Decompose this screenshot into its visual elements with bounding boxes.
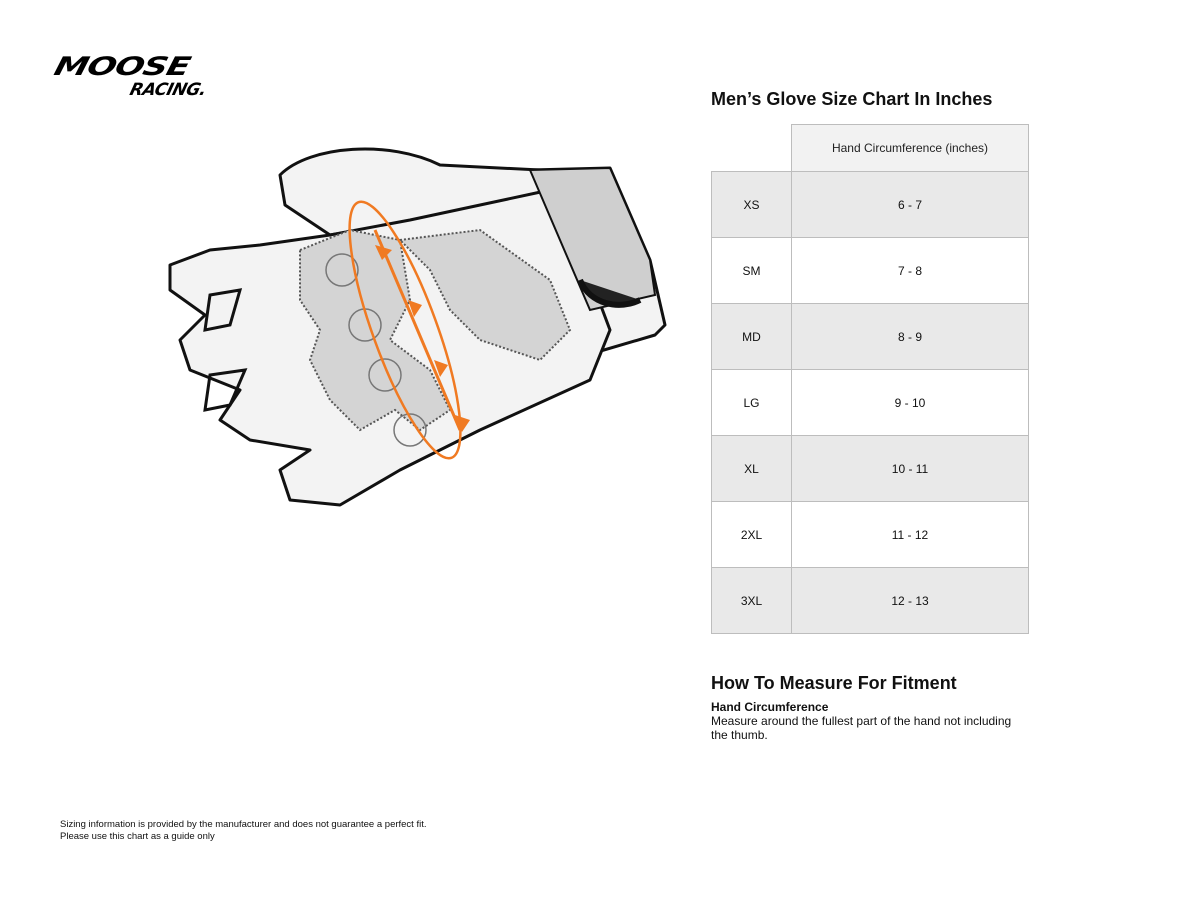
value-cell: 12 - 13 — [791, 567, 1029, 634]
table-row: 3XL 12 - 13 — [711, 567, 1029, 634]
value-cell: 8 - 9 — [791, 303, 1029, 370]
measurement-arrow-icon — [348, 200, 462, 460]
measure-instructions: Hand Circumference Measure around the fu… — [711, 700, 1031, 742]
table-row: XL 10 - 11 — [711, 435, 1029, 502]
palm-grip-pad — [299, 228, 452, 432]
glove-measurement-illustration — [168, 147, 667, 507]
value-cell: 6 - 7 — [791, 171, 1029, 238]
logo-line2: RACING. — [127, 80, 209, 100]
measure-subtitle: Hand Circumference — [711, 700, 829, 714]
size-cell: 2XL — [711, 501, 792, 568]
size-cell: SM — [711, 237, 792, 304]
table-row: LG 9 - 10 — [711, 369, 1029, 436]
measure-title: How To Measure For Fitment — [711, 673, 957, 693]
table-header-row: Hand Circumference (inches) — [711, 124, 1029, 172]
disclaimer: Sizing information is provided by the ma… — [60, 819, 427, 843]
logo-line1: MOOSE — [51, 51, 193, 82]
size-cell: LG — [711, 369, 792, 436]
size-chart-title: Men’s Glove Size Chart In Inches — [711, 89, 993, 109]
column-header: Hand Circumference (inches) — [791, 124, 1029, 172]
moose-racing-logo: MOOSE RACING. — [51, 52, 244, 102]
disclaimer-line1: Sizing information is provided by the ma… — [60, 819, 427, 830]
header-blank-cell — [711, 124, 792, 172]
value-cell: 10 - 11 — [791, 435, 1029, 502]
measure-text: Measure around the fullest part of the h… — [711, 714, 1012, 742]
disclaimer-line2: Please use this chart as a guide only — [60, 831, 215, 842]
table-row: SM 7 - 8 — [711, 237, 1029, 304]
table-row: MD 8 - 9 — [711, 303, 1029, 370]
size-cell: XS — [711, 171, 792, 238]
table-row: XS 6 - 7 — [711, 171, 1029, 238]
value-cell: 9 - 10 — [791, 369, 1029, 436]
size-cell: MD — [711, 303, 792, 370]
size-cell: 3XL — [711, 567, 792, 634]
size-cell: XL — [711, 435, 792, 502]
table-row: 2XL 11 - 12 — [711, 501, 1029, 568]
value-cell: 7 - 8 — [791, 237, 1029, 304]
size-chart-table: Hand Circumference (inches) XS 6 - 7 SM 7 … — [711, 124, 1029, 634]
value-cell: 11 - 12 — [791, 501, 1029, 568]
